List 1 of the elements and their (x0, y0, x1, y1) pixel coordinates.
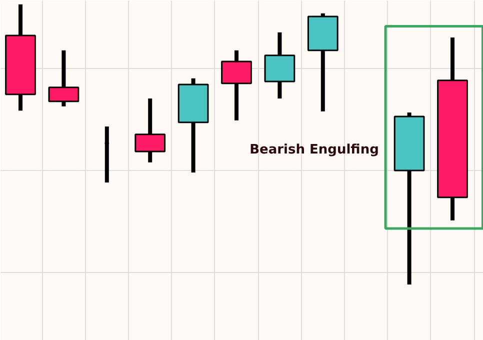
annotation: Bearish Engulfing (250, 142, 379, 158)
